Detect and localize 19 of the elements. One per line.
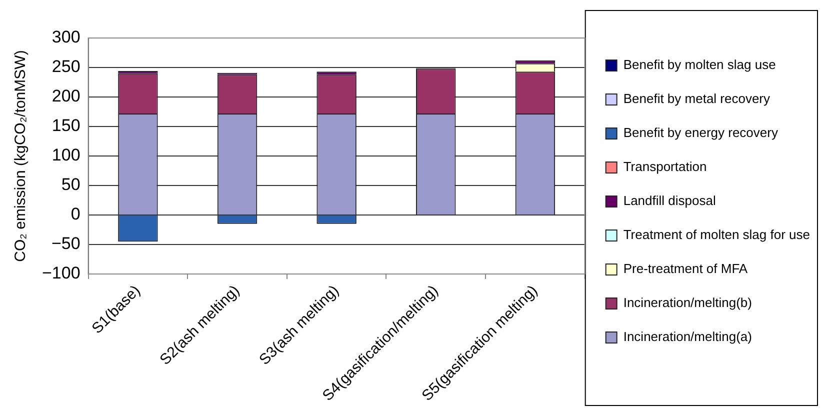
- y-tick-label: 200: [52, 86, 80, 106]
- legend-label: Incineration/melting(b): [623, 295, 752, 310]
- y-tick-label: −100: [42, 264, 80, 283]
- legend-label: Pre-treatment of MFA: [623, 261, 748, 276]
- legend-label: Benefit by metal recovery: [623, 91, 771, 106]
- legend-label: Benefit by energy recovery: [623, 125, 778, 140]
- y-tick-label: 150: [52, 116, 80, 136]
- legend-label: Incineration/melting(a): [623, 329, 752, 344]
- y-tick-label: 250: [52, 57, 80, 76]
- y-tick-label: −50: [51, 234, 80, 254]
- y-tick-label: 100: [52, 146, 80, 165]
- legend-label: Transportation: [623, 159, 707, 174]
- legend-label: Landfill disposal: [623, 193, 716, 208]
- y-axis-title: CO₂ emission (kgCO₂/tonMSW): [12, 50, 30, 262]
- legend-label: Treatment of molten slag for use: [623, 227, 810, 242]
- y-tick-label: 0: [70, 204, 80, 224]
- y-tick-label: 300: [52, 28, 80, 47]
- legend-label: Benefit by molten slag use: [623, 57, 776, 72]
- y-tick-label: 50: [61, 175, 80, 194]
